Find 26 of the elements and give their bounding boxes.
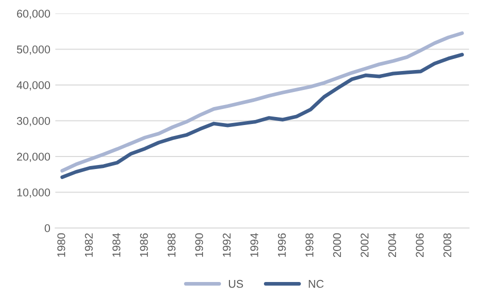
x-tick-label: 1996 (278, 233, 286, 257)
y-tick-label: 60,000 (17, 10, 50, 19)
y-tick-label: 10,000 (17, 188, 50, 198)
y-tick-label: 30,000 (16, 117, 50, 126)
line-series (60, 52, 464, 180)
x-tick-label: 1988 (168, 233, 176, 257)
legend-label: NC (308, 280, 324, 288)
x-tick-label: 1980 (57, 233, 66, 257)
y-tick-label: 0 (44, 224, 50, 232)
y-tick-label: 50,000 (16, 46, 50, 55)
x-tick-label: 1992 (222, 233, 231, 257)
x-tick-label: 2006 (416, 233, 424, 258)
x-tick-label: 1982 (84, 233, 93, 257)
x-tick-label: 1994 (250, 233, 258, 257)
legend-label: US (228, 280, 243, 288)
x-tick-label: 2004 (388, 233, 396, 258)
x-tick-label: 2008 (443, 233, 452, 258)
line-series (60, 31, 464, 173)
y-tick-label: 20,000 (17, 152, 50, 162)
x-tick-label: 1990 (195, 233, 204, 257)
x-tick-label: 1984 (112, 233, 120, 257)
x-tick-label: 1986 (140, 233, 148, 257)
x-tick-label: 1998 (306, 233, 314, 257)
x-tick-label: 2000 (333, 233, 341, 258)
y-tick-label: 40,000 (16, 81, 50, 90)
x-tick-label: 2002 (360, 233, 369, 258)
